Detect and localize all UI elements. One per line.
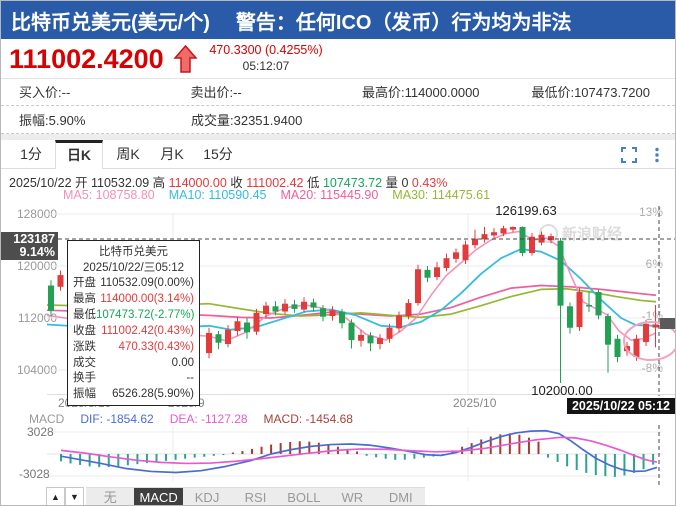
crosshair-price-badge: 123187 9.14% xyxy=(1,232,58,260)
price-up-arrow-icon xyxy=(173,44,198,78)
scroll-up-button[interactable]: ▲ xyxy=(46,487,65,505)
quote-field: 最高价:114000.0000 xyxy=(361,85,480,100)
period-tab-bar: 1分 日K 周K 月K 15分 xyxy=(1,140,675,169)
period-tab-0[interactable]: 1分 xyxy=(20,146,42,162)
last-price: 111002.4200 xyxy=(9,44,164,74)
indicator-tab-wr[interactable]: WR xyxy=(341,490,364,505)
quote-field: 振幅:5.90% xyxy=(19,113,86,128)
price-change: 470.3300 (0.4255%) xyxy=(209,43,323,57)
x-tick: 2025/10 xyxy=(453,396,497,410)
quote-field: 最低价:107473.7200 xyxy=(531,85,650,100)
tooltip-date: 2025/10/22/三05:12 xyxy=(82,262,185,274)
more-menu-icon[interactable] xyxy=(653,147,661,163)
top-bar: 比特币兑美元(美元/个) 警告：任何ICO（发币）行为均为非法 xyxy=(1,1,675,39)
indicator-tab-strip: 无 MACD KDJ RSI BOLL WR DMI xyxy=(86,487,425,505)
quote-row-2: 振幅:5.90% 成交量:32351.9400 xyxy=(1,106,675,134)
period-tab-4[interactable]: 15分 xyxy=(203,146,233,162)
pct-tick: -1% xyxy=(641,309,663,323)
tooltip-row: 最低 107473.72(-2.77%) xyxy=(73,308,195,321)
y-tick: 112000 xyxy=(17,311,57,325)
period-tab-2[interactable]: 周K xyxy=(116,146,140,162)
quote-time: 05:12:07 xyxy=(242,59,290,73)
tooltip-row: 最高 114000.00(3.14%) xyxy=(73,292,194,305)
ohlc-readout: 2025/10/22 开 110532.09 高 114000.00 收 111… xyxy=(9,176,448,190)
separator-strip xyxy=(1,134,675,140)
pct-tick: -8% xyxy=(641,361,663,375)
quote-grid: 买入价:-- 卖出价:-- 最高价:114000.0000 最低价:107473.72… xyxy=(1,78,675,134)
period-tab-1[interactable]: 日K xyxy=(55,140,103,169)
quote-field: 卖出价:-- xyxy=(190,85,242,100)
indicator-tab-无[interactable]: 无 xyxy=(103,490,117,505)
price-row: 111002.4200 470.3300 (0.4255%) 05:12:07 xyxy=(1,39,675,79)
pct-tick: 13% xyxy=(638,205,663,219)
quote-row-1: 买入价:-- 卖出价:-- 最高价:114000.0000 最低价:107473.72… xyxy=(1,78,675,106)
y-tick: 120000 xyxy=(16,259,57,273)
indicator-tab-boll[interactable]: BOLL xyxy=(287,490,321,505)
tooltip-row: 开盘 110532.09(0.00%) xyxy=(73,277,194,289)
macd-axis-top: 3028 xyxy=(27,425,54,439)
indicator-tab-dmi[interactable]: DMI xyxy=(388,490,413,505)
macd-chart[interactable] xyxy=(1,425,676,487)
indicator-tab-kdj[interactable]: KDJ xyxy=(194,490,220,505)
y-tick: 104000 xyxy=(16,363,57,377)
candlestick-chart[interactable] xyxy=(1,206,676,396)
quote-field: 成交量:32351.9400 xyxy=(191,113,303,128)
ico-warning-text: 警告：任何ICO（发币）行为均为非法 xyxy=(235,11,572,34)
ma-readout: MA5: 108758.80 MA10: 110590.45 MA20: 11544… xyxy=(63,188,491,202)
change-block: 470.3300 (0.4255%) 05:12:07 xyxy=(199,43,333,73)
high-annotation: 126199.63 xyxy=(495,203,557,218)
tooltip-title: 比特币兑美元 xyxy=(99,246,168,258)
candle-tooltip: 比特币兑美元 2025/10/22/三05:12 开盘 110532.09(0.0… xyxy=(67,240,200,406)
pct-tick: 6% xyxy=(645,257,663,271)
tooltip-row: 振幅 6526.28(5.90%) xyxy=(73,388,194,401)
indicator-tab-rsi[interactable]: RSI xyxy=(244,490,267,505)
tooltip-row: 换手 -- xyxy=(73,372,194,385)
indicator-tab-macd[interactable]: MACD xyxy=(134,488,183,505)
page-title: 比特币兑美元(美元/个) xyxy=(11,11,210,34)
tooltip-row: 成交 0.00 xyxy=(73,356,194,369)
macd-axis-bottom: -3028 xyxy=(19,467,50,481)
low-annotation: 102000.00 xyxy=(531,383,593,398)
tooltip-row: 涨跌 470.33(0.43%) xyxy=(73,340,194,353)
watermark-logo-icon xyxy=(539,224,558,243)
scroll-down-button[interactable]: ▼ xyxy=(65,487,84,505)
crosshair-date-badge: 2025/10/22 05:12 xyxy=(566,398,675,414)
fullscreen-icon[interactable] xyxy=(621,147,637,163)
macd-readout: MACD DIF: -1854.62 DEA: -1127.28 MACD: -145… xyxy=(29,412,353,426)
y-tick: 128000 xyxy=(16,207,57,221)
indicator-toolbar: ▲ ▼ 无 MACD KDJ RSI BOLL WR DMI xyxy=(1,487,675,505)
tooltip-row: 收盘 111002.42(0.43%) xyxy=(73,324,194,337)
quote-field: 买入价:-- xyxy=(19,85,71,100)
period-tab-3[interactable]: 月K xyxy=(160,146,184,162)
